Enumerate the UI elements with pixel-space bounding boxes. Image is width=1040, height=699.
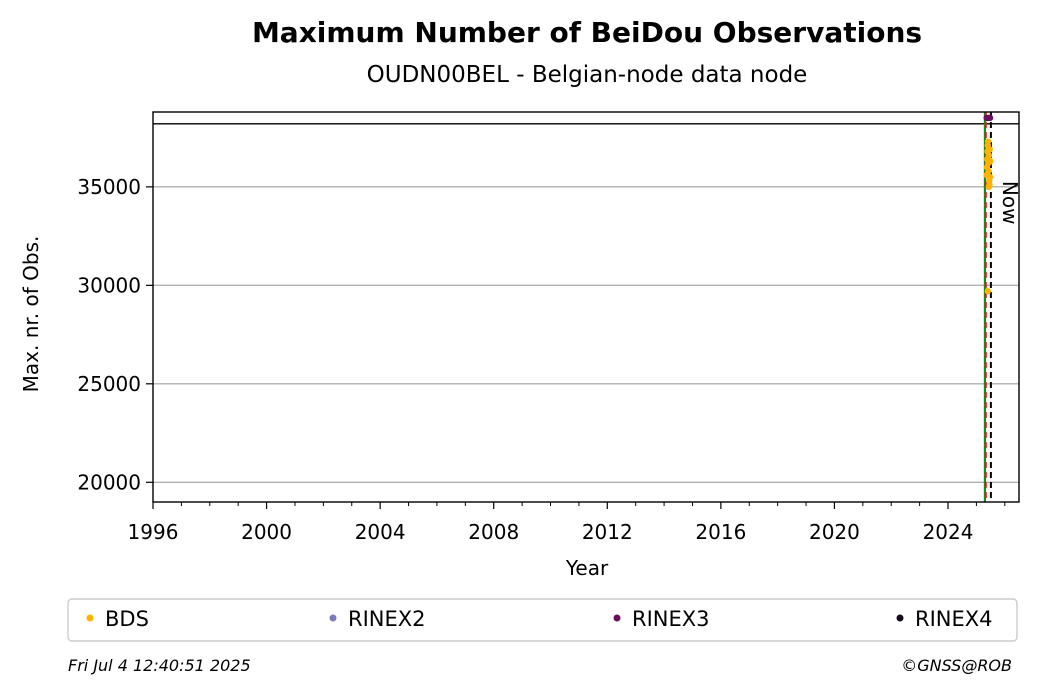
footer-copyright: ©GNSS@ROB: [901, 656, 1012, 675]
data-points: [983, 114, 994, 295]
legend-label: RINEX2: [348, 607, 426, 631]
reference-lines: Now: [153, 112, 1022, 502]
y-tick-label: 30000: [77, 273, 141, 297]
legend-label: RINEX4: [915, 607, 993, 631]
y-axis-label: Max. nr. of Obs.: [19, 236, 43, 393]
x-tick-label: 2020: [809, 520, 860, 544]
legend-marker: [613, 614, 621, 622]
now-label: Now: [998, 181, 1022, 225]
legend-label: BDS: [105, 607, 149, 631]
y-tick-label: 20000: [77, 470, 141, 494]
x-tick-label: 2008: [468, 520, 519, 544]
x-tick-label: 1996: [128, 520, 179, 544]
x-tick-label: 2016: [695, 520, 746, 544]
legend-marker: [896, 614, 904, 622]
legend-box: [67, 598, 1018, 642]
data-point: [984, 138, 992, 145]
plot-frame: [152, 111, 1020, 503]
chart-subtitle: OUDN00BEL - Belgian-node data node: [367, 62, 808, 88]
grid-lines: [153, 186, 1019, 484]
footer-timestamp: Fri Jul 4 12:40:51 2025: [68, 656, 251, 675]
y-tick-label: 25000: [77, 372, 141, 396]
x-tick-label: 2024: [923, 520, 974, 544]
legend-label: RINEX3: [632, 607, 710, 631]
legend-marker: [329, 614, 337, 622]
x-axis-ticks: 1996 2000 2004 2008 2012 2016 2020 2024: [128, 502, 1006, 544]
x-axis-label: Year: [565, 556, 609, 580]
data-point: [986, 173, 994, 181]
x-tick-label: 2004: [355, 520, 406, 544]
legend-marker: [86, 614, 94, 622]
data-point: [985, 152, 993, 159]
legend: BDS RINEX2 RINEX3 RINEX4: [86, 607, 993, 631]
x-tick-label: 2012: [582, 520, 633, 544]
y-tick-label: 35000: [77, 175, 141, 199]
data-point: [987, 158, 994, 165]
chart-title: Maximum Number of BeiDou Observations: [252, 16, 922, 49]
data-point: [986, 114, 994, 122]
data-point: [985, 183, 993, 191]
y-axis-ticks: 20000 25000 30000 35000: [77, 175, 153, 494]
data-point: [986, 146, 993, 153]
data-point: [985, 167, 992, 175]
x-tick-label: 2000: [241, 520, 292, 544]
data-point: [984, 288, 991, 295]
